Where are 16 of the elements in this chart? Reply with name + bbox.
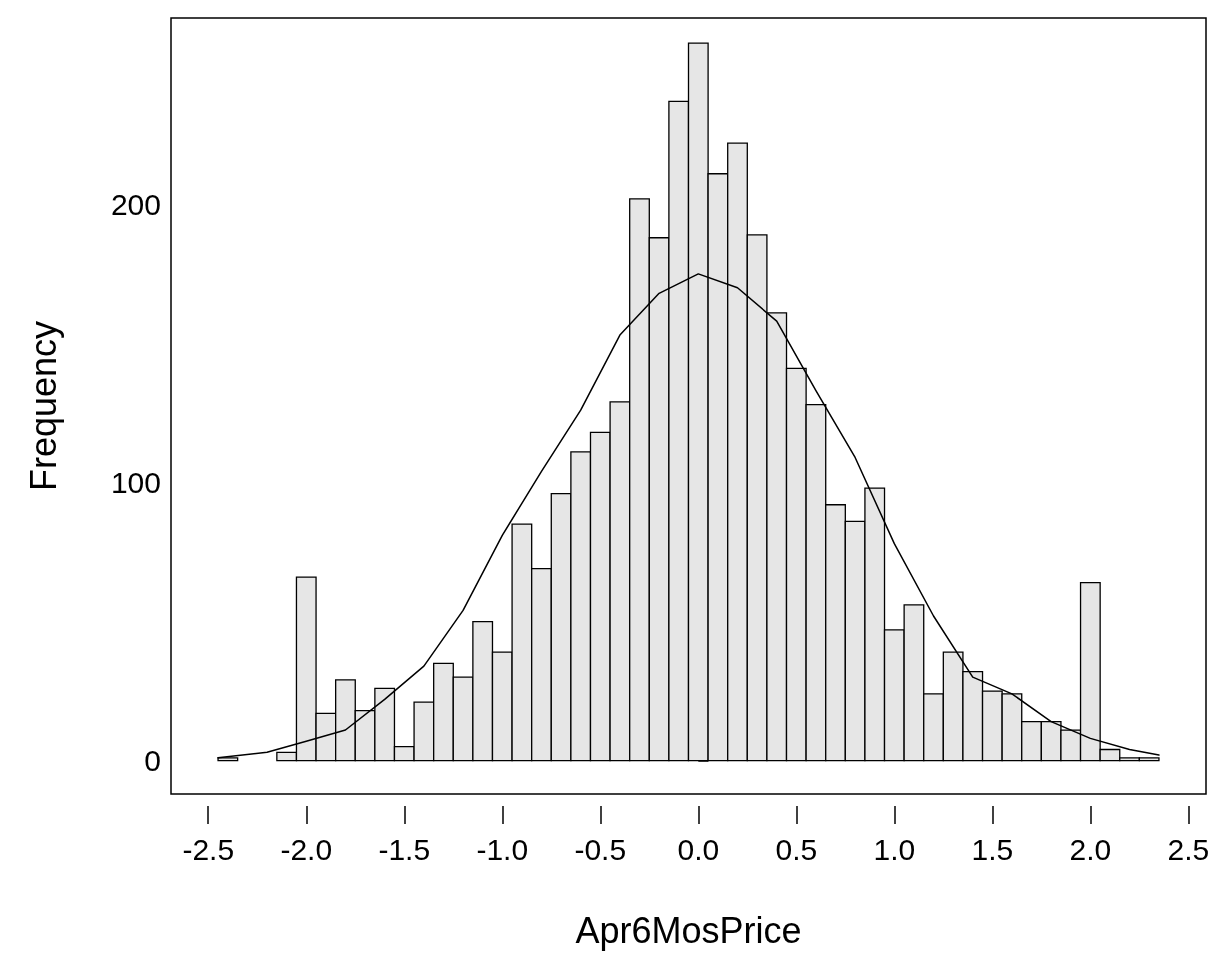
x-tick-label: 1.5 [971,832,1014,866]
x-tick-label: -1.0 [476,832,529,866]
y-tick-label: 200 [110,187,161,221]
x-tick-label: -1.5 [378,832,431,866]
y-tick-label: 0 [144,744,161,778]
x-tick-label: 2.5 [1167,832,1210,866]
y-axis-title: Frequency [22,320,64,492]
x-tick-label: 0.5 [775,832,818,866]
x-axis-title: Apr6MosPrice [575,909,802,951]
y-tick-label: 100 [110,465,161,499]
x-tick-label: 2.0 [1069,832,1112,866]
x-tick-label: -2.5 [182,832,235,866]
x-tick-label: -0.5 [574,832,627,866]
x-tick-label: -2.0 [280,832,333,866]
x-tick-label: 0.0 [677,832,720,866]
x-tick-label: 1.0 [873,832,916,866]
